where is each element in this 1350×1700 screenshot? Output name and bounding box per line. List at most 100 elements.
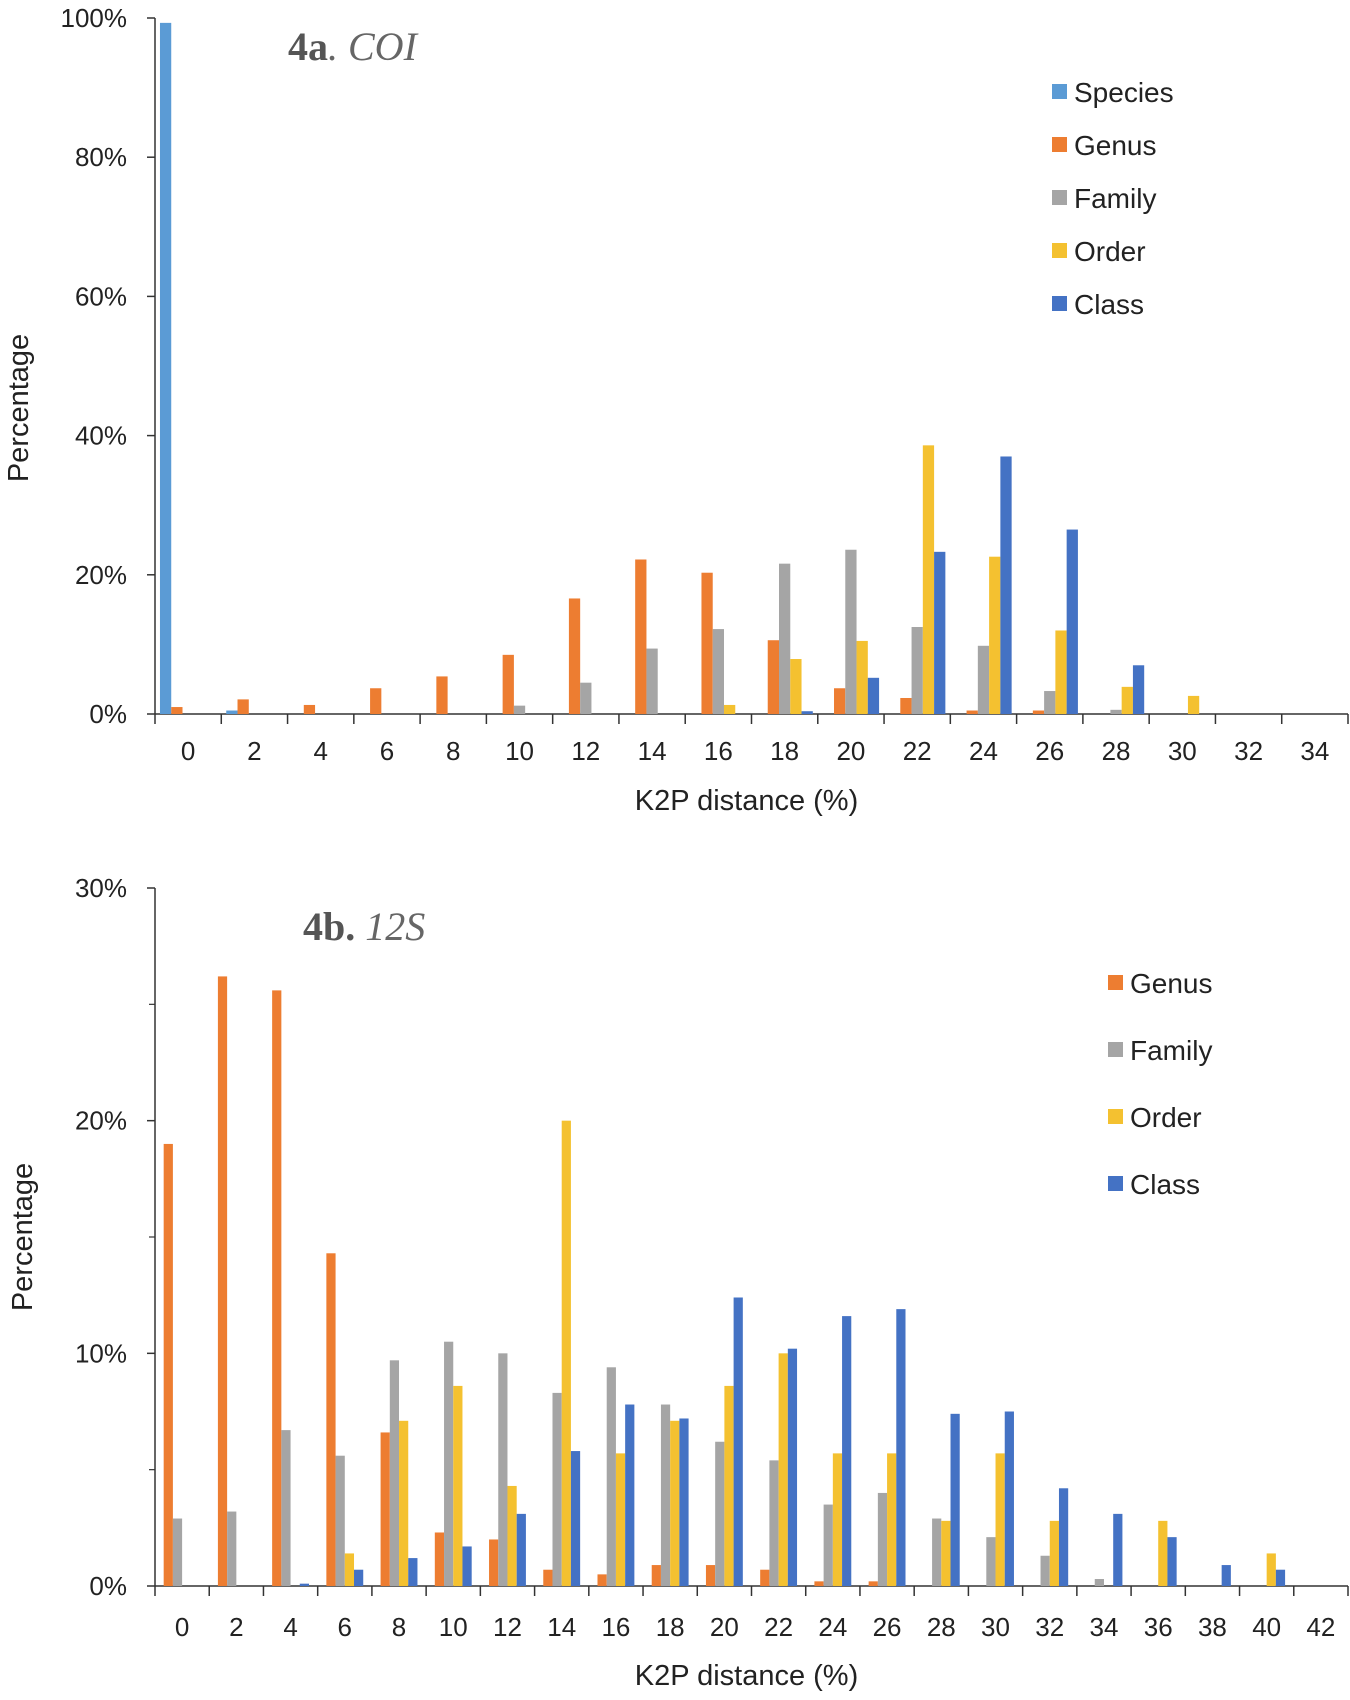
y-tick-label: 80% <box>75 142 127 172</box>
bar-genus-16 <box>597 1574 607 1586</box>
bar-genus-24 <box>966 710 978 714</box>
bar-class-24 <box>1000 456 1012 714</box>
bar-genus-12 <box>568 598 581 714</box>
bar-class-6 <box>354 1569 364 1586</box>
bar-class-18 <box>801 711 813 714</box>
bar-class-10 <box>462 1546 472 1586</box>
x-tick-label: 18 <box>656 1612 685 1642</box>
bar-genus-4 <box>303 704 316 714</box>
chart-panel-4a: 0%20%40%60%80%100%0 2 4 6 8 10 12 14 16 18 20 22 24 2… <box>3 3 1349 817</box>
bar-order-22 <box>778 1353 788 1586</box>
legend-swatch-family <box>1052 190 1067 205</box>
legend-label-family: Family <box>1074 183 1156 214</box>
bar-genus-10 <box>434 1532 445 1586</box>
x-tick-label: 8 <box>446 736 460 766</box>
bar-family-32 <box>1040 1555 1050 1586</box>
bar-family-24 <box>823 1504 833 1586</box>
x-tick-label: 8 <box>392 1612 406 1642</box>
legend-swatch-order <box>1052 243 1067 258</box>
bar-order-36 <box>1158 1520 1168 1586</box>
bar-family-24 <box>977 645 990 714</box>
y-tick-label: 0% <box>89 1571 127 1601</box>
panel-title-separator: . <box>328 24 348 69</box>
bar-order-14 <box>561 1120 571 1586</box>
bar-order-28 <box>1121 686 1133 714</box>
bar-genus-14 <box>543 1569 553 1586</box>
bar-class-32 <box>1058 1488 1069 1586</box>
bar-order-16 <box>615 1453 626 1586</box>
bar-class-16 <box>625 1404 635 1586</box>
legend-swatch-class <box>1108 1176 1123 1191</box>
bar-order-6 <box>344 1553 355 1586</box>
x-tick-label: 22 <box>903 736 932 766</box>
bar-order-40 <box>1266 1553 1276 1586</box>
bar-genus-4 <box>272 990 282 1586</box>
bar-order-8 <box>399 1420 409 1586</box>
bar-family-26 <box>877 1492 888 1586</box>
bar-order-32 <box>1049 1520 1059 1586</box>
bar-genus-26 <box>1032 710 1045 714</box>
y-tick-label: 20% <box>75 1106 127 1136</box>
x-tick-label: 4 <box>313 736 327 766</box>
bar-family-20 <box>715 1441 725 1586</box>
panel-title: 4b. 12S <box>303 904 425 949</box>
y-tick-label: 0% <box>89 699 127 729</box>
legend-label-class: Class <box>1074 289 1144 320</box>
bar-species-0 <box>159 22 172 714</box>
x-tick-label: 28 <box>927 1612 956 1642</box>
x-tick-label: 12 <box>493 1612 522 1642</box>
bar-order-24 <box>989 556 1001 714</box>
bar-class-22 <box>787 1348 798 1586</box>
x-tick-label: 32 <box>1035 1612 1064 1642</box>
bar-genus-20 <box>705 1565 716 1586</box>
x-tick-label: 26 <box>873 1612 902 1642</box>
legend-swatch-class <box>1052 296 1067 311</box>
bar-species-2 <box>226 710 238 714</box>
bar-order-18 <box>790 659 802 714</box>
bar-genus-22 <box>760 1569 770 1586</box>
y-tick-label: 40% <box>75 421 127 451</box>
bar-class-38 <box>1221 1565 1231 1586</box>
bar-genus-18 <box>767 640 780 714</box>
bar-class-30 <box>1004 1411 1014 1586</box>
bar-order-26 <box>887 1453 897 1586</box>
bar-genus-0 <box>171 707 183 714</box>
panel-title-number: 4b. <box>303 904 355 949</box>
x-tick-label: 20 <box>836 736 865 766</box>
x-tick-label: 36 <box>1144 1612 1173 1642</box>
bar-class-36 <box>1167 1537 1177 1586</box>
bar-genus-10 <box>502 654 514 714</box>
bar-family-22 <box>911 627 923 714</box>
bar-class-28 <box>1132 665 1145 714</box>
bar-family-16 <box>712 629 724 714</box>
bar-class-18 <box>679 1418 689 1586</box>
bar-order-12 <box>507 1485 517 1586</box>
x-axis-title: K2P distance (%) <box>635 1660 859 1692</box>
bar-genus-2 <box>237 699 249 714</box>
x-tick-label: 32 <box>1234 736 1263 766</box>
bar-genus-6 <box>326 1253 336 1586</box>
bar-family-26 <box>1044 691 1056 714</box>
panel-title-number: 4a <box>288 24 328 69</box>
bar-genus-20 <box>834 688 846 714</box>
panel-title-gene: 12S <box>365 904 425 949</box>
bar-order-28 <box>941 1520 951 1586</box>
bar-class-40 <box>1275 1569 1286 1586</box>
legend-swatch-order <box>1108 1109 1123 1124</box>
bar-class-4 <box>299 1583 310 1586</box>
bar-genus-8 <box>380 1432 390 1586</box>
y-tick-label: 30% <box>75 873 127 903</box>
x-tick-label: 26 <box>1035 736 1064 766</box>
bar-class-12 <box>516 1513 526 1586</box>
legend-label-species: Species <box>1074 77 1174 108</box>
y-axis-title: Percentage <box>7 1163 39 1311</box>
bar-class-24 <box>842 1316 852 1586</box>
bar-genus-16 <box>701 572 713 714</box>
x-tick-label: 20 <box>710 1612 739 1642</box>
chart-panel-4b: 0%10%20%30%0 2 4 6 8 10 12 14 16 18 20 22 24 26 28 30 32… <box>7 873 1349 1692</box>
legend-label-family: Family <box>1130 1035 1212 1066</box>
bar-class-20 <box>867 677 880 714</box>
x-tick-label: 16 <box>601 1612 630 1642</box>
legend-label-order: Order <box>1074 236 1146 267</box>
